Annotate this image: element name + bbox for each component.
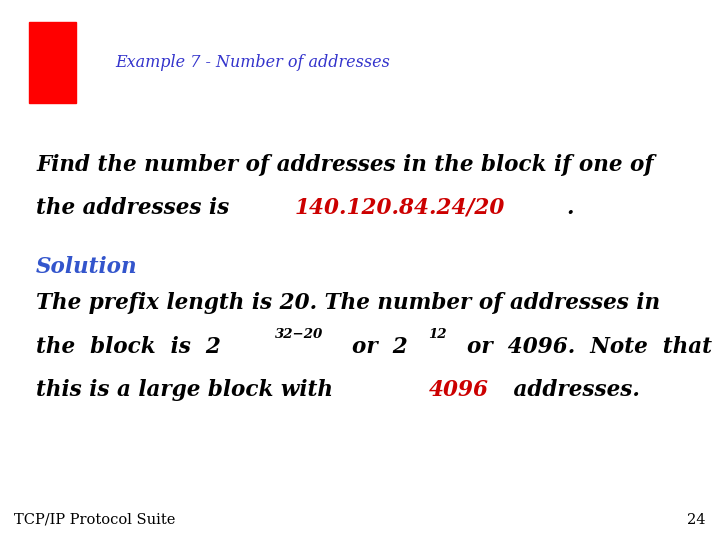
Text: this is a large block with: this is a large block with (36, 379, 341, 401)
Text: .: . (567, 197, 574, 219)
FancyBboxPatch shape (29, 22, 76, 103)
Text: the addresses is: the addresses is (36, 197, 237, 219)
Text: 32−20: 32−20 (274, 328, 323, 341)
Text: Solution: Solution (36, 256, 138, 278)
Text: the  block  is  2: the block is 2 (36, 336, 221, 357)
Text: Example 7 - Number of addresses: Example 7 - Number of addresses (115, 53, 390, 71)
Text: 4096: 4096 (429, 379, 489, 401)
Text: 12: 12 (428, 328, 446, 341)
Text: 24: 24 (687, 512, 706, 526)
Text: or  2: or 2 (337, 336, 408, 357)
Text: 140.120.84.24/20: 140.120.84.24/20 (295, 197, 505, 219)
Text: TCP/IP Protocol Suite: TCP/IP Protocol Suite (14, 512, 176, 526)
Text: Find the number of addresses in the block if one of: Find the number of addresses in the bloc… (36, 154, 654, 176)
Text: or  4096.  Note  that: or 4096. Note that (452, 336, 712, 357)
Text: addresses.: addresses. (506, 379, 640, 401)
Text: The prefix length is 20. The number of addresses in: The prefix length is 20. The number of a… (36, 293, 660, 314)
